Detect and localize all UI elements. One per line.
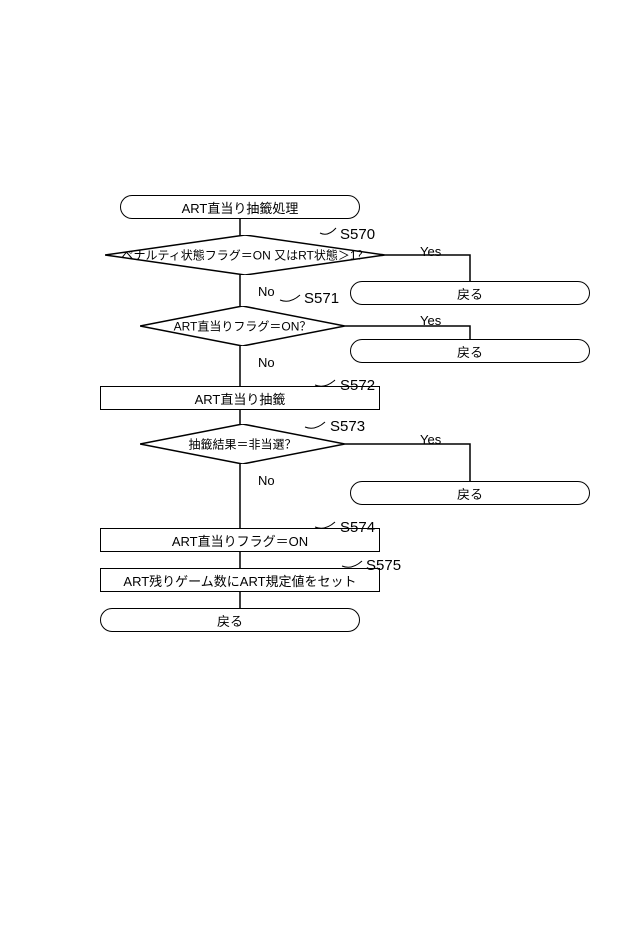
yes-label-3: Yes (420, 432, 441, 447)
return-s570: 戻る (350, 281, 590, 305)
flowchart-container: ART直当り抽籤処理 ペナルティ状態フラグ＝ON 又はRT状態＞1？ S570 … (0, 0, 640, 926)
p574-text: ART直当りフラグ＝ON (172, 531, 308, 550)
decision-s573: 抽籤結果＝非当選？ (140, 424, 345, 464)
step-label-s570: S570 (340, 226, 375, 243)
no-label-2: No (258, 355, 275, 370)
d570-text: ペナルティ状態フラグ＝ON 又はRT状態＞1？ (121, 249, 368, 263)
start-label: ART直当り抽籤処理 (182, 198, 299, 217)
ret573-label: 戻る (457, 484, 483, 503)
ret571-label: 戻る (457, 342, 483, 361)
p572-text: ART直当り抽籤 (195, 389, 286, 408)
step-label-s572: S572 (340, 377, 375, 394)
d571-text: ART直当りフラグ＝ON？ (174, 320, 312, 334)
step-label-s571: S571 (304, 290, 339, 307)
p575-text: ART残りゲーム数にART規定値をセット (123, 571, 356, 590)
process-s575: ART残りゲーム数にART規定値をセット (100, 568, 380, 592)
step-label-s575: S575 (366, 557, 401, 574)
yes-label-2: Yes (420, 313, 441, 328)
decision-s571: ART直当りフラグ＝ON？ (140, 306, 345, 346)
step-label-s573: S573 (330, 418, 365, 435)
return-s573: 戻る (350, 481, 590, 505)
d573-text: 抽籤結果＝非当選？ (188, 438, 296, 452)
process-s574: ART直当りフラグ＝ON (100, 528, 380, 552)
end-terminator: 戻る (100, 608, 360, 632)
return-s571: 戻る (350, 339, 590, 363)
step-label-s574: S574 (340, 519, 375, 536)
yes-label-1: Yes (420, 244, 441, 259)
no-label-1: No (258, 284, 275, 299)
process-s572: ART直当り抽籤 (100, 386, 380, 410)
no-label-3: No (258, 473, 275, 488)
ret570-label: 戻る (457, 284, 483, 303)
start-terminator: ART直当り抽籤処理 (120, 195, 360, 219)
end-label: 戻る (217, 611, 243, 630)
